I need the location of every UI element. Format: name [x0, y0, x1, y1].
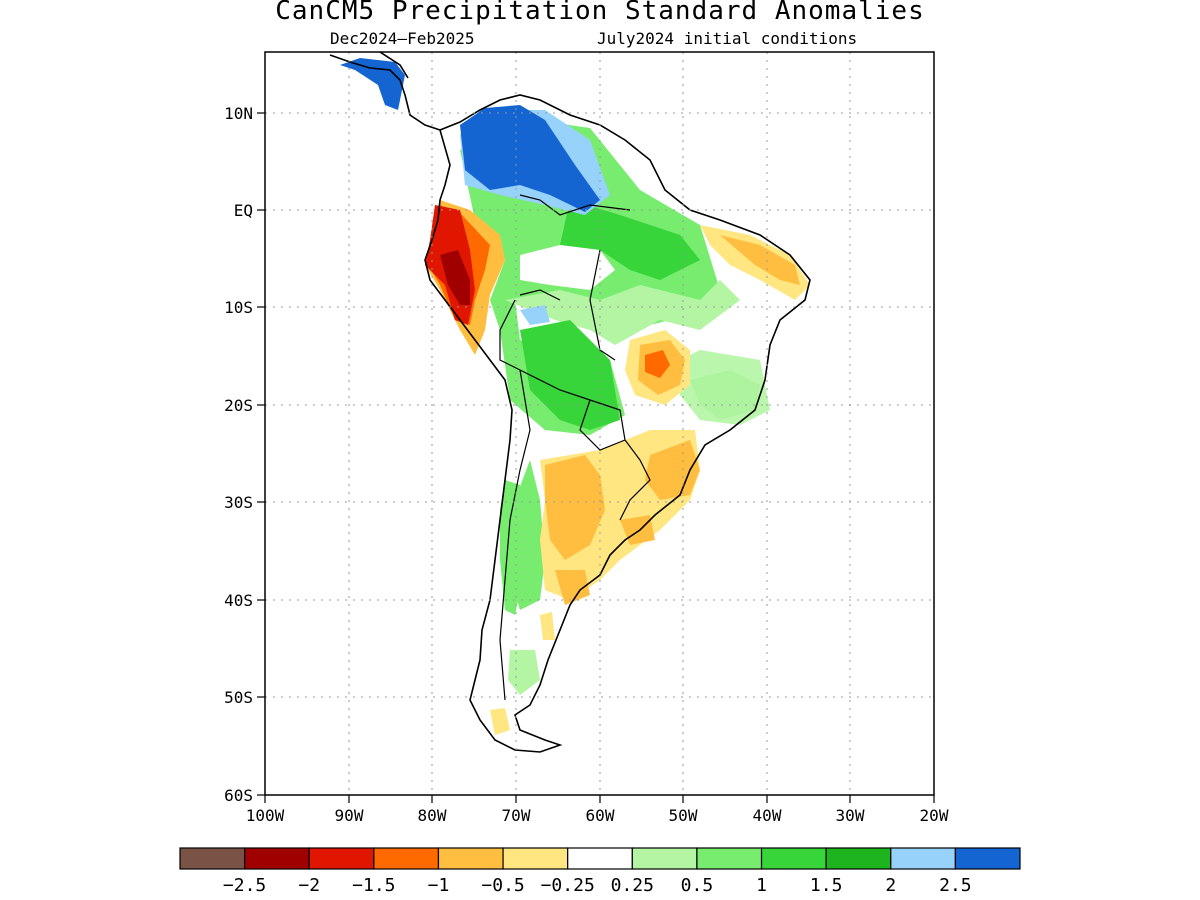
lon-label: 20W	[920, 806, 949, 825]
anomaly-region-green-mid	[520, 320, 620, 430]
anomaly-region-tierra-yellow	[490, 708, 510, 735]
colorbar-swatch	[502, 847, 569, 870]
colorbar-swatch	[373, 847, 440, 870]
colorbar-swatch	[308, 847, 375, 870]
anomaly-region-white-amazon	[520, 245, 615, 290]
anomaly-region-ne-brazil-orange	[720, 235, 800, 285]
colorbar-label: 0.25	[611, 875, 654, 896]
anomaly-region-chile-green	[500, 480, 525, 615]
lon-label: 30W	[836, 806, 865, 825]
anomaly-region-pampa-orange	[555, 570, 590, 605]
colorbar-label: −1.5	[352, 875, 395, 896]
colorbar-labels: −2.5 −2 −1.5 −1 −0.5 −0.25 0.25 0.5 1 1.5 2 2.5	[223, 875, 972, 896]
longitude-labels: 100W 90W 80W 70W 60W 50W 40W 30W 20W	[246, 806, 949, 825]
central-america-coastline	[329, 54, 441, 131]
colorbar-swatch	[890, 847, 956, 870]
colorbar-label: 1.5	[810, 875, 843, 896]
lon-label: 100W	[246, 806, 285, 825]
season-subtitle: Dec2024—Feb2025	[330, 29, 475, 48]
lat-label: 60S	[224, 786, 253, 805]
colorbar-swatch	[567, 847, 633, 870]
anomaly-region-south-orange	[545, 455, 605, 560]
colorbar-swatch	[244, 847, 310, 870]
lat-label: 30S	[224, 493, 253, 512]
central-america-north	[379, 52, 409, 79]
colorbar-swatch	[954, 847, 1021, 870]
lat-label: 10N	[224, 104, 253, 123]
anomaly-region-light-green	[505, 280, 740, 345]
colorbar-swatch	[179, 847, 246, 870]
colorbar-label: 2.5	[939, 875, 972, 896]
colorbar-label: 0.5	[681, 875, 714, 896]
initial-conditions-subtitle: July2024 initial conditions	[597, 29, 858, 48]
lat-label: 10S	[224, 298, 253, 317]
anomaly-region-green-north	[560, 200, 700, 280]
anomaly-region-peru-darkred	[440, 250, 470, 305]
anomaly-region-blue-central-america	[340, 58, 405, 110]
colorbar-label: 2	[885, 875, 896, 896]
colorbar-label: −0.5	[481, 875, 524, 896]
anomaly-region-blue-dark	[460, 105, 600, 212]
colorbar-swatch	[631, 847, 698, 870]
lat-label: 50S	[224, 688, 253, 707]
anomaly-region-patagonia-yellow	[540, 612, 555, 640]
country-borders	[499, 194, 651, 701]
map-title: CanCM5 Precipitation Standard Anomalies	[275, 0, 925, 26]
colorbar	[179, 847, 1021, 870]
colorbar-swatch	[760, 847, 827, 870]
anomaly-region-south-east-orange	[645, 440, 700, 500]
lat-label: 20S	[224, 396, 253, 415]
lat-label: 40S	[224, 591, 253, 610]
lat-label: EQ	[234, 201, 253, 220]
anomaly-region-patagonia-green	[508, 650, 540, 695]
lon-label: 80W	[418, 806, 447, 825]
lon-label: 40W	[753, 806, 782, 825]
colorbar-label: −1	[428, 875, 450, 896]
axis-ticks	[257, 112, 935, 803]
anomaly-shading	[340, 58, 810, 735]
colorbar-label: −2	[298, 875, 320, 896]
colorbar-swatch	[825, 847, 892, 870]
anomaly-region-blue-small	[520, 305, 550, 325]
colorbar-swatch	[696, 847, 763, 870]
colorbar-label: −0.25	[541, 875, 595, 896]
lon-label: 60W	[586, 806, 615, 825]
lon-label: 50W	[669, 806, 698, 825]
colorbar-swatch	[437, 847, 504, 870]
colorbar-label: −2.5	[223, 875, 266, 896]
latitude-labels: 10N EQ 10S 20S 30S 40S 50S 60S	[224, 104, 253, 805]
lon-label: 70W	[502, 806, 531, 825]
anomaly-region-central-brazil-core	[645, 350, 670, 378]
anomaly-region-light-green-east	[680, 350, 770, 425]
lon-label: 90W	[335, 806, 364, 825]
colorbar-label: 1	[756, 875, 767, 896]
